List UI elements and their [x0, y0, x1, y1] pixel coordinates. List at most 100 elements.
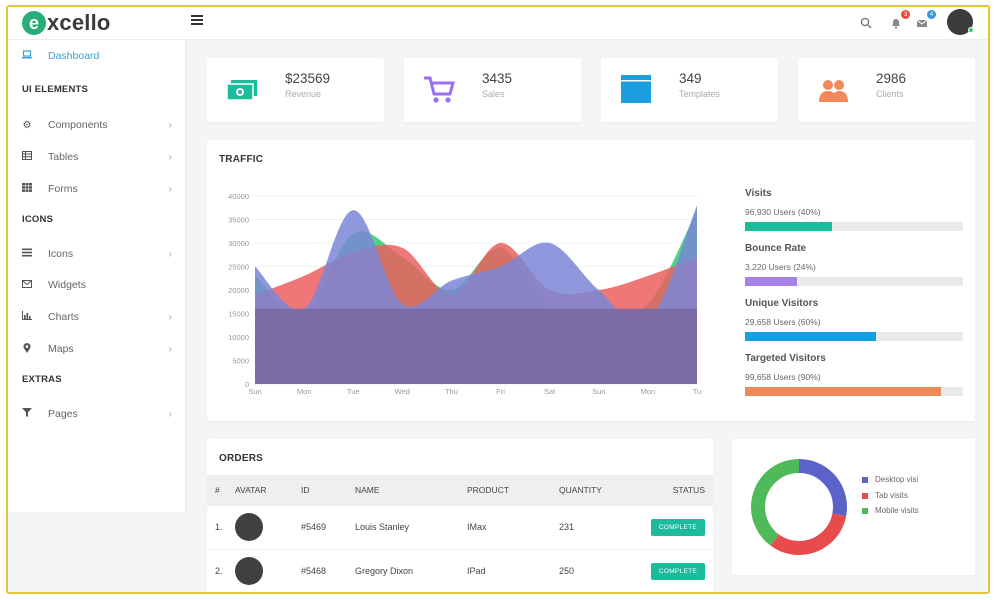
top-bar: e xcello 3 4: [8, 7, 988, 40]
metric-name: Unique Visitors: [745, 298, 819, 309]
metric-name: Visits: [745, 188, 772, 199]
table-row[interactable]: 2. #5468 Gregory Dixon IPad 250 COMPLETE: [207, 548, 713, 592]
stat-card-revenue[interactable]: $23569 Revenue: [207, 58, 384, 122]
column-header: PRODUCT: [467, 484, 510, 495]
metric-sub: 96,930 Users (40%): [745, 207, 821, 217]
chevron-right-icon: ›: [168, 311, 172, 323]
legend-label: Mobile visits: [875, 506, 919, 515]
visits-donut-card: Desktop visi Tab visits Mobile visits: [732, 439, 975, 575]
bell-icon[interactable]: 3: [890, 10, 910, 30]
sidebar-item-icons[interactable]: Icons ›: [8, 243, 186, 265]
traffic-area-chart: 0 5000 10000 15000 20000 25000 30000 35000 40000…: [228, 192, 701, 396]
donut-slice-1[interactable]: [751, 459, 847, 555]
sidebar-item-charts[interactable]: Charts ›: [8, 306, 186, 328]
stat-label: Clients: [876, 89, 904, 99]
column-header: #: [215, 484, 220, 495]
orders-card: ORDERS # AVATAR ID NAME PRODUCT QUANTITY…: [207, 439, 713, 592]
y-tick-label: 25000: [228, 263, 249, 272]
stat-value: 349: [679, 71, 702, 86]
mail-icon[interactable]: 4: [916, 10, 936, 30]
y-tick-label: 10000: [228, 333, 249, 342]
online-status-dot: [968, 27, 974, 33]
sidebar-item-label: Widgets: [48, 279, 86, 291]
chevron-right-icon: ›: [168, 248, 172, 260]
x-tick-label: Tu: [693, 387, 701, 396]
visits-donut-chart: [751, 459, 847, 555]
order-id: #5468: [301, 548, 355, 592]
envelope-icon: [22, 279, 32, 291]
progress-bar: [745, 332, 963, 341]
status-badge[interactable]: COMPLETE: [650, 562, 705, 580]
orders-table: # AVATAR ID NAME PRODUCT QUANTITY STATUS…: [207, 475, 713, 592]
traffic-title: TRAFFIC: [219, 154, 264, 165]
stat-label: Templates: [679, 89, 721, 99]
logo-letter: e: [22, 11, 46, 35]
sidebar: Dashboard UI ELEMENTS ⚙ Components › Tab…: [8, 40, 186, 512]
metric-unique-visitors: Unique Visitors 29,658 Users (60%): [745, 298, 963, 341]
x-tick-label: Thu: [445, 387, 458, 396]
sidebar-item-forms[interactable]: Forms ›: [8, 178, 186, 200]
metric-sub: 3,220 Users (24%): [745, 262, 816, 272]
x-tick-label: Fri: [496, 387, 505, 396]
product: IPad: [467, 548, 559, 592]
sidebar-item-maps[interactable]: Maps ›: [8, 338, 186, 360]
sidebar-item-label: Tables: [48, 151, 79, 163]
status-badge[interactable]: COMPLETE: [650, 518, 705, 536]
section-heading-icons: ICONS: [22, 214, 54, 225]
avatar: [235, 557, 263, 586]
y-tick-label: 5000: [232, 357, 249, 366]
donut-slice-2[interactable]: [751, 459, 847, 555]
metric-sub: 99,658 Users (90%): [745, 372, 821, 382]
stat-card-templates[interactable]: 349 Templates: [601, 58, 778, 122]
progress-fill: [745, 222, 833, 231]
sidebar-item-label: Pages: [48, 408, 78, 420]
brand-logo[interactable]: e xcello: [22, 10, 111, 36]
legend-swatch: [862, 492, 868, 499]
map-pin-icon: [22, 342, 32, 356]
sidebar-item-pages[interactable]: Pages ›: [8, 403, 186, 425]
chevron-right-icon: ›: [168, 343, 172, 355]
stat-label: Sales: [482, 89, 505, 99]
sidebar-item-widgets[interactable]: Widgets: [8, 274, 186, 296]
search-icon[interactable]: [860, 16, 874, 30]
legend-item: Mobile visits: [862, 506, 919, 515]
metric-sub: 29,658 Users (60%): [745, 317, 821, 327]
progress-fill: [745, 387, 942, 396]
stat-value: $23569: [285, 71, 331, 86]
sidebar-item-components[interactable]: ⚙ Components ›: [8, 114, 186, 136]
money-icon: [225, 72, 259, 106]
laptop-icon: [22, 50, 32, 62]
table-icon: [22, 151, 32, 163]
stat-card-sales[interactable]: 3435 Sales: [404, 58, 581, 122]
stat-label: Revenue: [285, 89, 322, 99]
table-row[interactable]: 1. #5469 Louis Stanley IMax 231 COMPLETE: [207, 504, 713, 549]
stat-card-clients[interactable]: 2986 Clients: [798, 58, 975, 122]
order-id: #5469: [301, 504, 355, 549]
metric-visits: Visits 96,930 Users (40%): [745, 188, 963, 231]
user-avatar[interactable]: [947, 9, 974, 35]
section-heading-ui: UI ELEMENTS: [22, 84, 89, 95]
sidebar-item-dashboard[interactable]: Dashboard: [8, 45, 186, 67]
legend-label: Desktop visi: [875, 475, 919, 484]
metric-name: Targeted Visitors: [745, 353, 826, 364]
x-tick-label: Mon: [297, 387, 312, 396]
sidebar-item-label: Maps: [48, 343, 74, 355]
users-icon: [816, 72, 850, 106]
cart-icon: [422, 72, 456, 106]
quantity: 250: [559, 548, 647, 592]
sidebar-item-label: Icons: [48, 248, 74, 260]
x-tick-label: Sun: [248, 387, 261, 396]
app-window: e xcello 3 4 Dashboard UI ELEMENTS ⚙ Com…: [6, 5, 990, 594]
progress-bar: [745, 387, 963, 396]
sidebar-item-tables[interactable]: Tables ›: [8, 146, 186, 168]
quantity: 231: [559, 504, 647, 549]
chevron-right-icon: ›: [168, 119, 172, 131]
mail-badge: 4: [927, 10, 936, 19]
y-tick-label: 35000: [228, 216, 249, 225]
menu-toggle-icon[interactable]: [191, 15, 203, 27]
y-tick-label: 40000: [228, 192, 249, 201]
sidebar-item-label: Forms: [48, 183, 78, 195]
customer-name: Gregory Dixon: [355, 548, 467, 592]
filter-icon: [22, 408, 32, 420]
y-tick-label: 30000: [228, 239, 249, 248]
